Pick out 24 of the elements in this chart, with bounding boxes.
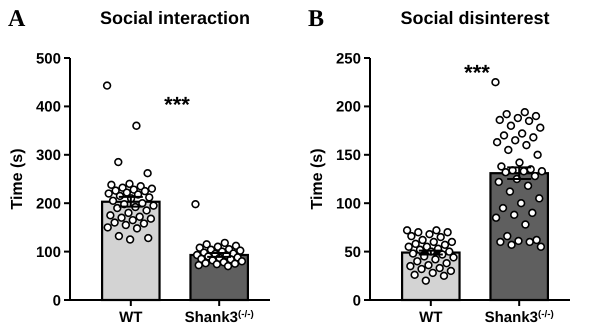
y-tick-label: 100 [36, 244, 61, 261]
chart-title: Social interaction [100, 8, 250, 28]
y-tick-label: 200 [36, 195, 61, 212]
y-tick-label: 0 [52, 292, 61, 310]
y-axis-title: Time (s) [9, 148, 26, 210]
y-tick-label: 400 [36, 98, 61, 116]
y-tick-label: 50 [344, 244, 361, 261]
x-tick-label: WT [419, 309, 442, 326]
x-tick-label: Shank3$^{(-/-)}$ [184, 308, 254, 326]
text: A [8, 6, 26, 32]
annotation: *** [164, 92, 190, 117]
y-tick-label: 500 [36, 50, 61, 68]
chart-title: Social disinterest [400, 8, 550, 28]
y-tick-label: 200 [336, 98, 361, 116]
y-tick-label: 100 [336, 195, 361, 212]
y-tick-label: 0 [352, 292, 361, 310]
x-tick-label: WT [119, 309, 142, 326]
text: B [308, 6, 324, 32]
y-tick-label: 150 [336, 147, 361, 164]
annotation: *** [464, 60, 490, 85]
y-tick-label: 300 [36, 147, 61, 164]
y-tick-label: 250 [336, 50, 361, 68]
y-axis-title: Time (s) [309, 148, 326, 210]
x-tick-label: Shank3$^{(-/-)}$ [484, 308, 554, 326]
